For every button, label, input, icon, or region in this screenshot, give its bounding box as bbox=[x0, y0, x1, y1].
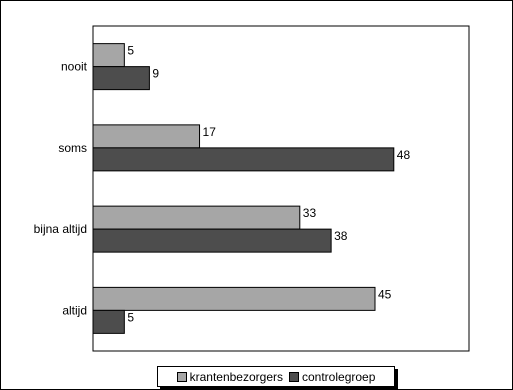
bar-controlegroep-altijd bbox=[92, 309, 125, 334]
legend-item-krantenbezorgers: krantenbezorgers bbox=[176, 369, 283, 384]
value-label-controlegroep-nooit: 9 bbox=[152, 67, 159, 81]
legend-label-controlegroep: controlegroep bbox=[302, 369, 376, 384]
value-label-krantenbezorgers-bijna-altijd: 33 bbox=[303, 206, 317, 220]
category-label-altijd: altijd bbox=[62, 303, 87, 317]
legend-swatch-controlegroep bbox=[289, 371, 299, 382]
bar-krantenbezorgers-bijna-altijd bbox=[92, 205, 301, 230]
bar-controlegroep-bijna-altijd bbox=[92, 228, 332, 253]
bar-controlegroep-soms bbox=[92, 147, 395, 172]
value-label-controlegroep-altijd: 5 bbox=[127, 310, 134, 324]
legend: krantenbezorgers controlegroep bbox=[157, 366, 395, 387]
legend-swatch-krantenbezorgers bbox=[176, 371, 187, 382]
category-label-nooit: nooit bbox=[61, 60, 88, 74]
bar-krantenbezorgers-altijd bbox=[92, 286, 376, 311]
category-label-bijna-altijd: bijna altijd bbox=[34, 222, 87, 236]
category-label-soms: soms bbox=[58, 141, 87, 155]
legend-label-krantenbezorgers: krantenbezorgers bbox=[189, 369, 283, 384]
value-label-krantenbezorgers-altijd: 45 bbox=[378, 287, 392, 301]
bar-krantenbezorgers-nooit bbox=[92, 43, 125, 68]
value-label-controlegroep-bijna-altijd: 38 bbox=[334, 229, 348, 243]
legend-item-controlegroep: controlegroep bbox=[289, 370, 375, 384]
bar-controlegroep-nooit bbox=[92, 66, 150, 91]
bar-krantenbezorgers-soms bbox=[92, 124, 201, 149]
value-label-controlegroep-soms: 48 bbox=[397, 148, 411, 162]
value-label-krantenbezorgers-nooit: 5 bbox=[127, 44, 134, 58]
value-label-krantenbezorgers-soms: 17 bbox=[203, 125, 217, 139]
